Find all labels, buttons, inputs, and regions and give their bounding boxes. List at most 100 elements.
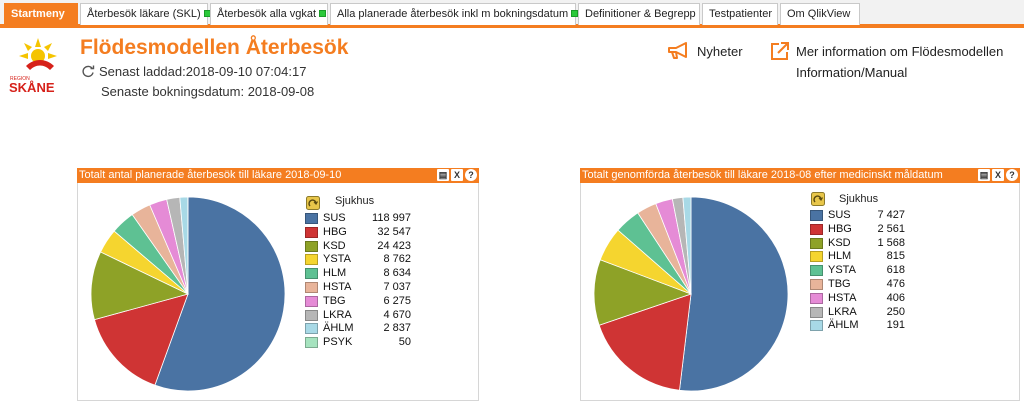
- sort-icon[interactable]: [306, 196, 320, 210]
- legend-swatch: [305, 323, 318, 335]
- tab-bar: Startmeny Återbesök läkare (SKL) Återbes…: [0, 0, 1024, 28]
- legend-swatch: [305, 226, 318, 238]
- tab-label: Alla planerade återbesök inkl m boknings…: [337, 8, 569, 20]
- legend-value-label: 6 275: [383, 294, 411, 307]
- region-skane-logo: REGION SKÅNE: [9, 38, 57, 95]
- legend-category-label: PSYK: [323, 336, 353, 349]
- legend-item[interactable]: HSTA 7 037: [305, 281, 411, 294]
- legend-value-label: 32 547: [377, 225, 411, 238]
- pie-slice-sus[interactable]: [679, 196, 789, 392]
- legend-item[interactable]: LKRA 4 670: [305, 309, 411, 322]
- tab-definitioner-begrepp[interactable]: Definitioner & Begrepp: [578, 3, 700, 25]
- legend-item[interactable]: LKRA 250: [810, 306, 905, 319]
- legend-item[interactable]: KSD 24 423: [305, 240, 411, 253]
- legend-value-label: 24 423: [377, 239, 411, 252]
- legend-swatch: [810, 251, 823, 263]
- more-info-link[interactable]: Mer information om Flödesmodellen: [796, 44, 1004, 59]
- legend-swatch: [305, 309, 318, 321]
- legend-category-label: HLM: [828, 250, 852, 263]
- legend-category-label: KSD: [828, 236, 851, 249]
- legend-swatch: [305, 213, 318, 224]
- legend-category-label: HBG: [828, 222, 852, 235]
- legend-item[interactable]: HLM 815: [810, 250, 905, 263]
- tab-alla-planerade-aterbesok[interactable]: Alla planerade återbesök inkl m boknings…: [330, 3, 579, 25]
- legend-item[interactable]: ÄHLM 191: [810, 319, 905, 332]
- pie-slice-ksd[interactable]: [90, 251, 190, 321]
- help-icon[interactable]: ?: [465, 169, 477, 181]
- legend-category-label: HBG: [323, 225, 347, 238]
- external-link-icon[interactable]: [769, 40, 791, 62]
- legend-item[interactable]: TBG 6 275: [305, 295, 411, 308]
- status-indicator-icon: [319, 10, 327, 17]
- help-icon[interactable]: ?: [1006, 169, 1018, 181]
- chart-panel-completed-revisits: Totalt genomförda återbesök till läkare …: [580, 168, 1020, 401]
- tab-testpatienter[interactable]: Testpatienter: [702, 3, 778, 25]
- pie-slice-sus[interactable]: [154, 196, 286, 392]
- legend-swatch: [810, 265, 823, 277]
- legend-category-label: LKRA: [323, 308, 352, 321]
- news-link[interactable]: Nyheter: [697, 44, 743, 59]
- last-loaded-text: Senast laddad:2018-09-10 07:04:17: [99, 64, 307, 79]
- excel-export-icon[interactable]: X: [451, 169, 463, 181]
- legend-value-label: 8 762: [383, 253, 411, 266]
- legend-item[interactable]: SUS 118 997: [305, 212, 411, 225]
- legend-value-label: 118 997: [372, 212, 411, 224]
- legend-item[interactable]: TBG 476: [810, 278, 905, 291]
- legend-item[interactable]: HBG 32 547: [305, 226, 411, 239]
- tab-om-qlikview[interactable]: Om QlikView: [780, 3, 860, 25]
- legend-value-label: 7 427: [877, 209, 905, 221]
- pie-slice-hbg[interactable]: [93, 293, 189, 386]
- legend-swatch: [810, 279, 823, 290]
- legend-swatch: [305, 240, 318, 252]
- legend-category-label: ÄHLM: [323, 322, 354, 335]
- legend-item[interactable]: ÄHLM 2 837: [305, 322, 411, 335]
- legend-category-label: KSD: [323, 239, 346, 252]
- chart-title-bar: Totalt antal planerade återbesök till lä…: [77, 168, 479, 183]
- megaphone-icon[interactable]: [666, 41, 692, 61]
- pie-chart[interactable]: [88, 194, 288, 394]
- legend-value-label: 50: [398, 336, 411, 349]
- legend-category-label: TBG: [323, 294, 346, 307]
- tab-label: Startmeny: [11, 8, 65, 20]
- legend-item[interactable]: SUS 7 427: [810, 209, 905, 222]
- tab-label: Återbesök alla vgkat: [217, 8, 317, 20]
- chart-body: Sjukhus SUS 118 997 HBG 32 547 KSD 24 423 YSTA…: [77, 183, 479, 401]
- legend-item[interactable]: HBG 2 561: [810, 223, 905, 236]
- legend-category-label: ÄHLM: [828, 319, 859, 332]
- pie-chart[interactable]: [591, 194, 791, 394]
- sort-icon[interactable]: [811, 192, 825, 206]
- legend-swatch: [810, 210, 823, 221]
- legend-item[interactable]: HSTA 406: [810, 292, 905, 305]
- tab-startmeny[interactable]: Startmeny: [4, 3, 78, 25]
- print-icon[interactable]: ▤: [978, 169, 990, 181]
- legend-category-label: YSTA: [323, 253, 351, 266]
- legend-item[interactable]: YSTA 8 762: [305, 253, 411, 266]
- legend-value-label: 2 837: [383, 322, 411, 335]
- logo-skane-text: SKÅNE: [9, 80, 55, 95]
- legend-category-label: TBG: [828, 278, 851, 290]
- legend-category-label: SUS: [323, 212, 346, 224]
- pie-slice-ksd[interactable]: [593, 259, 693, 326]
- manual-link[interactable]: Information/Manual: [796, 65, 908, 80]
- legend-value-label: 2 561: [877, 222, 905, 235]
- pie-slice-ählm[interactable]: [682, 196, 692, 295]
- chart-panel-planned-revisits: Totalt antal planerade återbesök till lä…: [77, 168, 479, 401]
- pie-slice-hbg[interactable]: [598, 293, 692, 391]
- last-booking-date-text: Senaste bokningsdatum: 2018-09-08: [101, 84, 315, 99]
- legend-value-label: 250: [886, 305, 905, 318]
- tab-aterbesok-lakare-skl[interactable]: Återbesök läkare (SKL): [80, 3, 211, 25]
- legend-item[interactable]: PSYK 50: [305, 336, 411, 349]
- logo-sun-icon: [19, 38, 57, 63]
- legend-swatch: [810, 237, 823, 249]
- excel-export-icon[interactable]: X: [992, 169, 1004, 181]
- legend-category-label: HLM: [323, 267, 347, 280]
- legend-item[interactable]: KSD 1 568: [810, 237, 905, 250]
- legend-swatch: [305, 254, 318, 266]
- print-icon[interactable]: ▤: [437, 169, 449, 181]
- legend-item[interactable]: YSTA 618: [810, 264, 905, 277]
- tab-aterbesok-alla-vgkat[interactable]: Återbesök alla vgkat: [210, 3, 328, 25]
- chart-body: Sjukhus SUS 7 427 HBG 2 561 KSD 1 568 HLM 815 YS…: [580, 183, 1020, 401]
- legend-item[interactable]: HLM 8 634: [305, 267, 411, 280]
- reload-icon[interactable]: [81, 64, 95, 78]
- chart-title: Totalt genomförda återbesök till läkare …: [582, 169, 943, 181]
